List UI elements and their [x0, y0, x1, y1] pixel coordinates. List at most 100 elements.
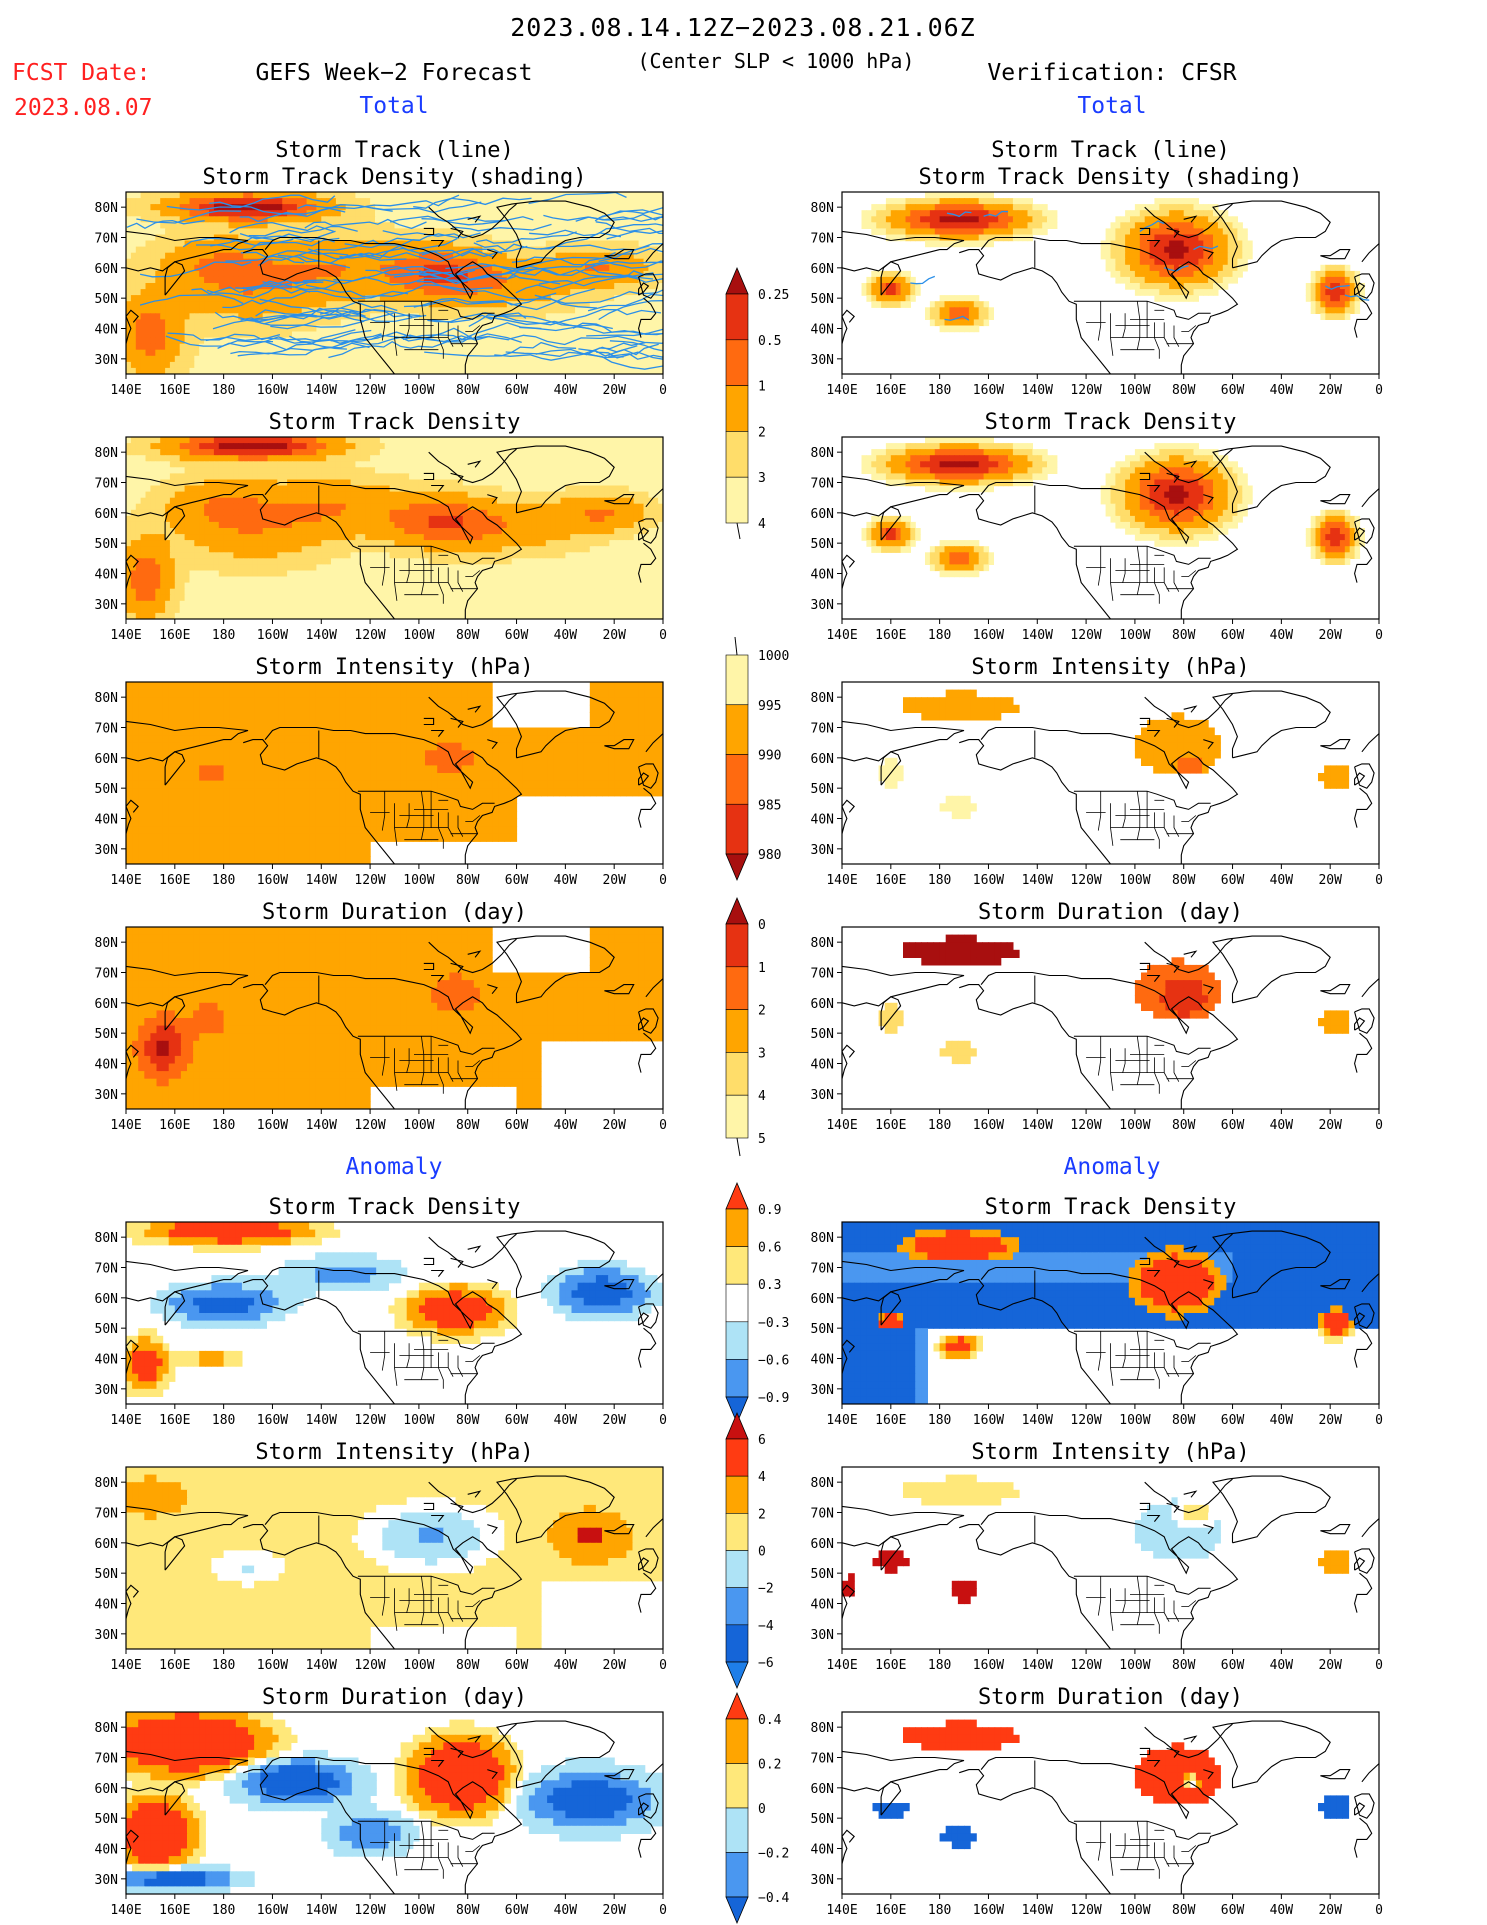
- coastline: [1203, 249, 1214, 260]
- grid-cell: [130, 337, 137, 345]
- grid-cell: [1178, 210, 1185, 217]
- grid-cell: [594, 289, 601, 296]
- grid-cell: [414, 240, 420, 248]
- grid-cell: [1042, 210, 1048, 217]
- grid-cell: [516, 325, 522, 333]
- grid-cell: [477, 252, 483, 260]
- grid-cell: [1125, 283, 1131, 290]
- grid-cell: [1144, 234, 1151, 242]
- grid-cell: [555, 258, 562, 266]
- grid-cell: [252, 319, 259, 327]
- grid-cell: [306, 216, 313, 223]
- grid-cell: [944, 240, 950, 248]
- grid-cell: [1330, 313, 1336, 320]
- grid-cell: [184, 349, 191, 357]
- lon-tick-label: 120W: [1070, 383, 1101, 398]
- grid-cell: [653, 307, 659, 314]
- grid-cell: [130, 325, 137, 333]
- grid-cell: [248, 319, 254, 327]
- grid-cell: [628, 210, 635, 217]
- grid-cell: [443, 319, 449, 327]
- grid-cell: [1232, 258, 1238, 266]
- grid-cell: [482, 283, 488, 290]
- grid-cell: [487, 228, 493, 236]
- grid-cell: [404, 216, 410, 223]
- grid-cell: [252, 222, 259, 229]
- grid-cell: [433, 198, 440, 205]
- grid-cell: [248, 210, 254, 217]
- grid-cell: [633, 240, 640, 248]
- grid-cell: [1344, 264, 1351, 272]
- grid-cell: [409, 319, 415, 327]
- grid-cell: [482, 192, 488, 199]
- grid-cell: [355, 437, 361, 444]
- grid-cell: [213, 361, 220, 369]
- grid-cell: [272, 307, 278, 314]
- grid-cell: [453, 192, 459, 199]
- grid-cell: [443, 313, 449, 320]
- grid-cell: [165, 331, 171, 339]
- grid-cell: [282, 258, 288, 266]
- grid-cell: [267, 270, 274, 278]
- grid-cell: [179, 449, 186, 456]
- grid-cell: [467, 192, 474, 199]
- grid-cell: [1164, 234, 1170, 242]
- grid-cell: [633, 234, 640, 242]
- grid-cell: [964, 234, 970, 242]
- grid-cell: [453, 313, 459, 320]
- grid-cell: [516, 437, 522, 444]
- grid-cell: [604, 192, 610, 199]
- grid-cell: [1120, 222, 1126, 229]
- grid-cell: [871, 270, 877, 278]
- grid-cell: [584, 301, 591, 308]
- grid-cell: [648, 443, 654, 450]
- grid-cell: [1222, 234, 1229, 242]
- grid-cell: [448, 437, 454, 444]
- grid-cell: [497, 319, 503, 327]
- grid-cell: [126, 437, 132, 444]
- grid-cell: [1222, 210, 1229, 217]
- grid-cell: [418, 361, 425, 369]
- state-border: [1181, 325, 1197, 332]
- grid-cell: [409, 361, 415, 369]
- grid-cell: [262, 289, 269, 296]
- grid-cell: [389, 361, 396, 369]
- panel-title: Storm Track (line): [275, 138, 513, 163]
- grid-cell: [501, 449, 508, 456]
- grid-cell: [462, 264, 469, 272]
- grid-cell: [1344, 276, 1351, 284]
- grid-cell: [1325, 313, 1331, 320]
- storm-track: [136, 210, 242, 224]
- grid-cell: [370, 331, 376, 339]
- grid-cell: [497, 228, 503, 236]
- grid-cell: [418, 367, 425, 374]
- grid-cell: [531, 437, 537, 444]
- grid-cell: [418, 228, 425, 236]
- grid-cell: [448, 343, 454, 351]
- grid-cell: [658, 252, 663, 260]
- grid-cell: [584, 210, 591, 217]
- grid-cell: [555, 204, 562, 211]
- grid-cell: [477, 455, 483, 462]
- grid-cell: [243, 252, 249, 260]
- grid-cell: [204, 367, 210, 374]
- grid-cell: [614, 325, 620, 333]
- grid-cell: [594, 337, 601, 345]
- grid-cell: [895, 210, 902, 217]
- grid-cell: [267, 325, 274, 333]
- grid-cell: [1198, 264, 1204, 272]
- grid-cell: [1305, 283, 1312, 290]
- grid-cell: [604, 264, 610, 272]
- grid-cell: [228, 234, 234, 242]
- grid-cell: [184, 289, 191, 296]
- grid-cell: [895, 276, 902, 284]
- grid-cell: [555, 289, 562, 296]
- grid-cell: [609, 367, 615, 374]
- grid-cell: [165, 449, 171, 456]
- grid-cell: [399, 210, 405, 217]
- grid-cell: [565, 270, 571, 278]
- grid-cell: [531, 240, 537, 248]
- grid-cell: [414, 367, 420, 374]
- grid-cell: [1115, 258, 1121, 266]
- grid-cell: [477, 331, 483, 339]
